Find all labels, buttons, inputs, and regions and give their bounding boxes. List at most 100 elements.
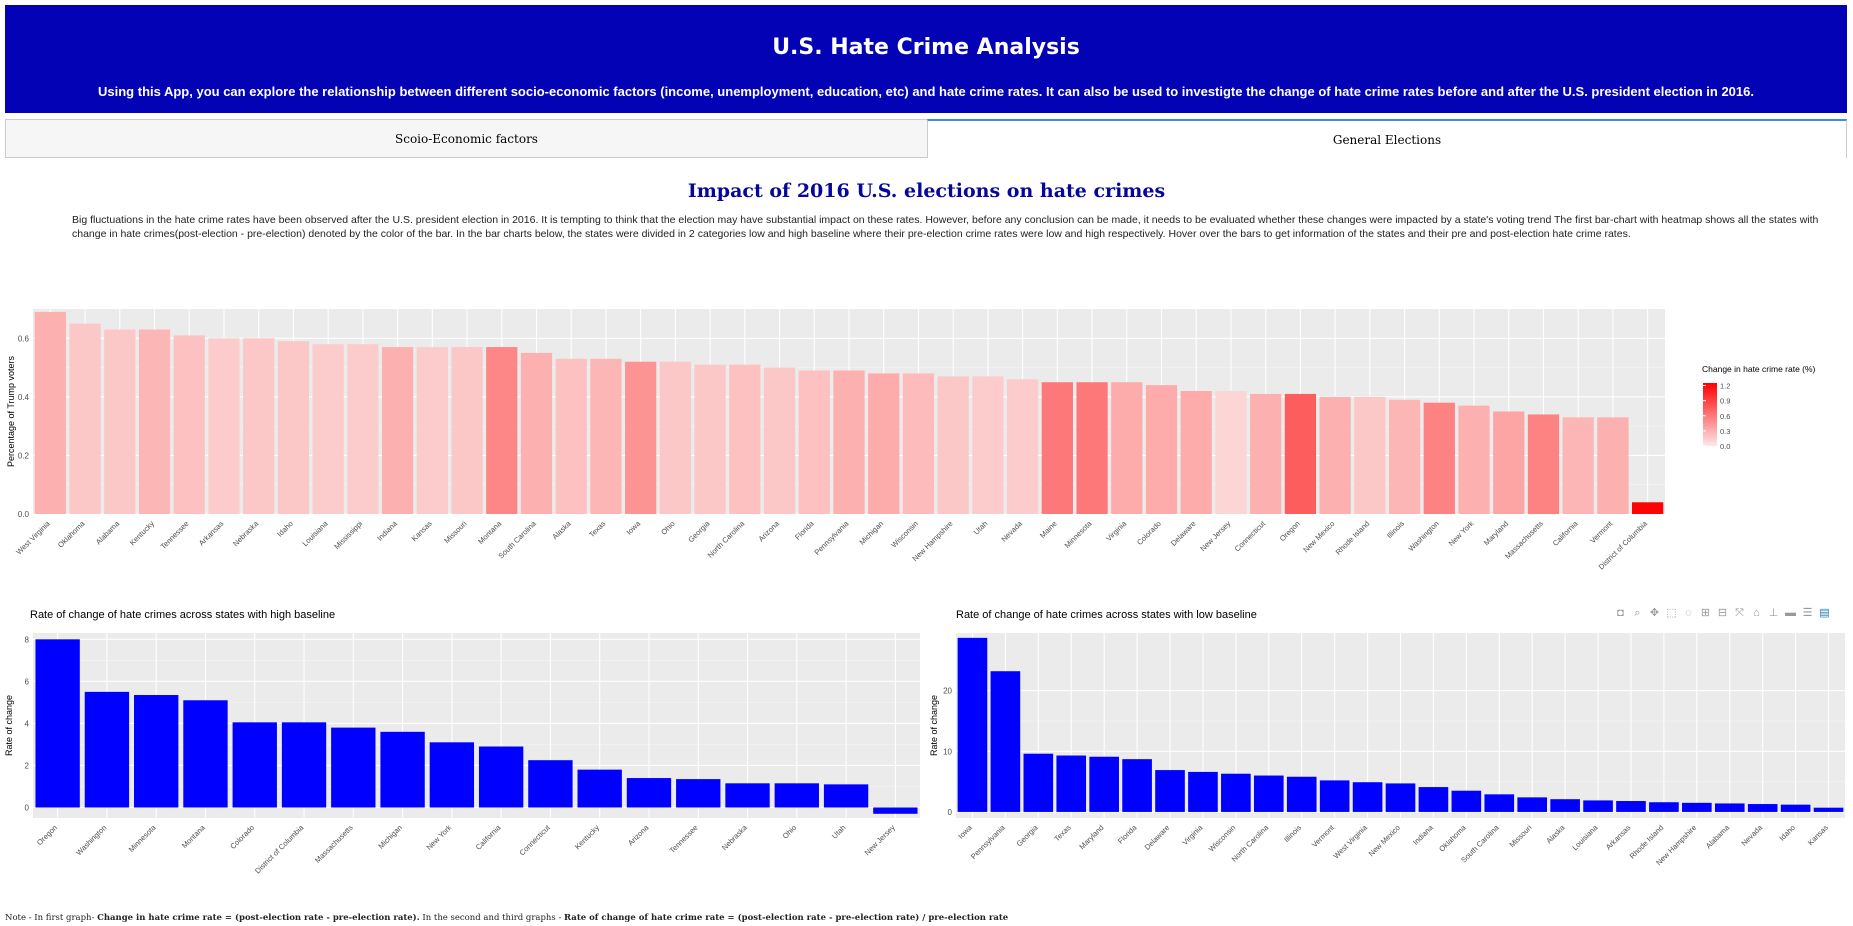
trump-voters-heatmap-chart[interactable]: 0.0 0.2 0.4 0.6 West Virginia Oklahoma Alabama…: [0, 300, 1853, 570]
box-select-icon[interactable]: ⬚: [1666, 606, 1677, 619]
bar-arizona: [626, 778, 672, 808]
x-tick-label: Georgia: [1014, 822, 1040, 848]
x-tick-label: Washington: [74, 823, 108, 857]
bar-idaho: [1780, 804, 1811, 812]
plot-background: [33, 633, 920, 818]
x-tick-label: Utah: [972, 519, 990, 537]
bar-utah: [823, 784, 869, 808]
zoom-in-icon[interactable]: ⊞: [1700, 606, 1711, 619]
plot-modebar: ◘ ⌕ ✥ ⬚ ◌ ⊞ ⊟ ⤧ ⌂ ⊥ ▬ ☰ ▤: [1614, 605, 1846, 621]
section-description: Big fluctuations in the hate crime rates…: [72, 214, 1819, 240]
spike-icon[interactable]: ⊥: [1768, 606, 1779, 619]
bar-maine: [1041, 382, 1073, 514]
bar-virginia: [1188, 771, 1218, 812]
x-tick-label: Alabama: [94, 518, 122, 546]
zoom-out-icon[interactable]: ⊟: [1717, 606, 1728, 619]
y-tick-label: 0: [948, 808, 953, 817]
bar-arkansas: [208, 338, 240, 514]
x-tick-label: Utah: [830, 823, 848, 841]
x-tick-label: Illinois: [1282, 823, 1303, 844]
autoscale-icon[interactable]: ⤧: [1735, 606, 1744, 619]
y-tick-label: 20: [943, 687, 952, 696]
x-tick-label: Pennsylvania: [812, 518, 850, 556]
x-tick-label: Texas: [1052, 823, 1072, 843]
x-tick-label: Nebraska: [231, 518, 261, 548]
x-tick-label: Virginia: [1180, 822, 1205, 847]
tab-socio-economic[interactable]: Scoio-Economic factors: [5, 119, 928, 158]
y-tick-label: 6: [25, 677, 30, 686]
x-tick-label: Oklahoma: [1437, 822, 1468, 853]
bar-missouri: [1517, 797, 1548, 812]
x-tick-label: Kansas: [410, 519, 434, 543]
bar-florida: [1122, 759, 1152, 812]
bar-kentucky: [138, 329, 171, 514]
x-tick-label: Nebraska: [720, 822, 750, 852]
bar-maryland: [1493, 411, 1525, 514]
plotly-logo-icon[interactable]: ▤: [1819, 606, 1830, 619]
x-tick-label: West Virginia: [14, 518, 52, 556]
x-tick-label: Oregon: [1278, 519, 1302, 543]
y-tick-label: 0.2: [18, 451, 30, 460]
bar-new-jersey: [1215, 391, 1247, 514]
home-icon[interactable]: ⌂: [1753, 606, 1760, 619]
x-tick-label: New York: [425, 823, 454, 852]
x-tick-label: Maine: [1038, 519, 1059, 540]
x-tick-label: Pennsylvania: [969, 822, 1007, 860]
bar-georgia: [1023, 753, 1054, 812]
x-tick-label: Alabama: [1704, 822, 1732, 850]
bar-virginia: [1111, 382, 1143, 514]
x-tick-label: Arkansas: [197, 519, 226, 548]
x-tick-label: Delaware: [1143, 823, 1172, 852]
bar-michigan: [868, 373, 900, 514]
x-tick-label: Wisconsin: [1207, 823, 1238, 854]
x-tick-label: Florida: [793, 518, 816, 541]
x-tick-label: California: [1551, 518, 1580, 547]
bar-oklahoma: [69, 323, 101, 514]
x-tick-label: Texas: [587, 519, 607, 539]
bar-north-carolina: [1253, 775, 1284, 812]
bar-connecticut: [1250, 393, 1282, 514]
pan-icon[interactable]: ✥: [1649, 606, 1660, 619]
bar-florida: [798, 370, 830, 514]
note-prefix: Note - In first graph-: [5, 913, 98, 923]
bar-alaska: [555, 358, 587, 514]
x-tick-label: Connecticut: [517, 822, 552, 857]
footnote: Note - In first graph- Change in hate cr…: [5, 913, 1008, 923]
zoom-icon[interactable]: ⌕: [1634, 606, 1641, 619]
colorbar-title: Change in hate crime rate (%): [1702, 364, 1816, 374]
camera-icon[interactable]: ◘: [1617, 606, 1624, 619]
bar-pennsylvania: [990, 671, 1021, 812]
bar-utah: [972, 376, 1004, 514]
bar-missouri: [451, 347, 483, 514]
colorbar-tick-label: 0.0: [1720, 442, 1730, 451]
x-tick-label: Arkansas: [1604, 823, 1633, 852]
hover-closest-icon[interactable]: ▬: [1785, 606, 1796, 619]
x-tick-label: Michigan: [376, 823, 404, 851]
hover-compare-icon[interactable]: ☰: [1802, 606, 1813, 619]
bar-texas: [1056, 755, 1087, 812]
bar-louisiana: [1583, 800, 1613, 812]
tab-general-elections[interactable]: General Elections: [927, 119, 1847, 158]
bar-massachusetts: [331, 727, 376, 808]
tab-bar: Scoio-Economic factors General Elections: [5, 119, 1847, 160]
x-tick-label: New Mexico: [1367, 823, 1402, 858]
y-tick-label: 8: [25, 635, 30, 644]
bar-nebraska: [725, 783, 770, 808]
x-tick-label: Mississippi: [332, 519, 364, 551]
bar-wisconsin: [902, 373, 935, 514]
bar-delaware: [1155, 770, 1185, 812]
bar-louisiana: [312, 344, 344, 514]
lasso-icon[interactable]: ◌: [1685, 606, 1692, 619]
high-baseline-chart[interactable]: 0 2 4 6 8 Oregon Washington Minnesota Montana Col…: [0, 600, 926, 905]
bar-oregon: [35, 639, 80, 808]
y-axis-title: Rate of change: [4, 695, 14, 756]
x-tick-label: Virginia: [1104, 518, 1129, 543]
x-tick-label: New Jersey: [863, 823, 897, 857]
bar-indiana: [381, 347, 414, 514]
x-tick-label: Kansas: [1806, 823, 1830, 847]
bar-alabama: [1714, 803, 1745, 812]
x-tick-label: Montana: [476, 518, 504, 546]
bar-vermont: [1597, 417, 1629, 514]
x-tick-label: Georgia: [686, 518, 712, 544]
